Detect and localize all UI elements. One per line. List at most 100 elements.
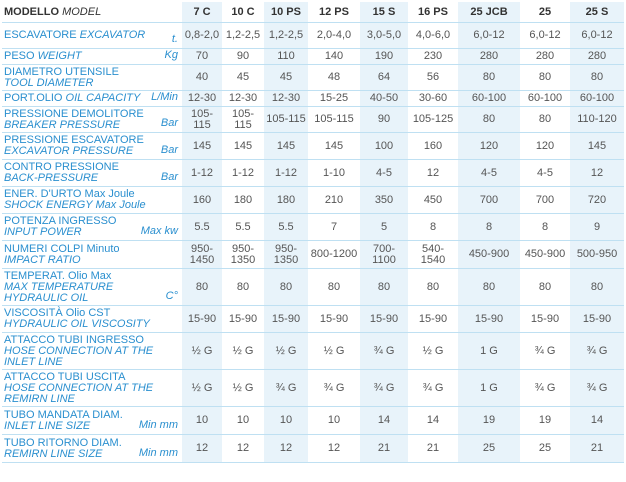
spec-value: 12 — [570, 159, 624, 187]
unit: L/Min — [151, 91, 178, 103]
label-line: INPUT POWER — [4, 227, 178, 238]
spec-value: 1,2-2,5 — [264, 22, 308, 49]
spec-row: VISCOSITÀ Olio CST HYDRAULIC OIL VISCOSIT… — [2, 305, 624, 333]
spec-value: 280 — [458, 48, 520, 65]
spec-value: 3,0-5,0 — [360, 22, 408, 49]
spec-value: ½ G — [408, 332, 458, 370]
label-en: INPUT POWER — [4, 226, 82, 238]
label-en: REMIRN LINE — [4, 392, 75, 405]
spec-value: 120 — [458, 132, 520, 160]
spec-row: TUBO MANDATA DIAM. INLET LINE SIZE Min mm 1… — [2, 406, 624, 435]
spec-value: 700 — [458, 186, 520, 214]
spec-value: 60-100 — [458, 90, 520, 107]
spec-value: 80 — [520, 268, 570, 306]
spec-row: POTENZA INGRESSO INPUT POWER Max kw 5.5 5.5 5… — [2, 213, 624, 241]
spec-value: 1-12 — [222, 159, 264, 187]
row-label: POTENZA INGRESSO INPUT POWER Max kw — [2, 213, 182, 241]
spec-value: 280 — [520, 48, 570, 65]
unit: Min mm — [138, 419, 178, 431]
label-it: VISCOSITÀ Olio CST — [4, 307, 111, 319]
spec-value: 145 — [182, 132, 222, 160]
spec-value: 15-90 — [408, 305, 458, 333]
unit: Max kw — [140, 225, 178, 237]
row-label: ATTACCO TUBI INGRESSO HOSE CONNECTION AT … — [2, 332, 182, 370]
spec-value: ½ G — [308, 332, 360, 370]
spec-value: 4-5 — [458, 159, 520, 187]
spec-value: 45 — [264, 64, 308, 91]
unit: C° — [165, 290, 178, 302]
spec-value: 100 — [360, 132, 408, 160]
model-name: 12 PS — [308, 2, 360, 23]
label-it: NUMERI COLPI Minuto — [4, 242, 120, 255]
spec-value: 15-90 — [360, 305, 408, 333]
spec-value: 15-90 — [264, 305, 308, 333]
row-label: PRESSIONE ESCAVATORE EXCAVATOR PRESSURE Ba… — [2, 132, 182, 160]
spec-value: 80 — [520, 106, 570, 133]
header-it: MODELLO — [4, 5, 59, 18]
spec-value: 540-1540 — [408, 240, 458, 269]
spec-value: 8 — [458, 213, 520, 241]
spec-row: PRESSIONE ESCAVATORE EXCAVATOR PRESSURE Ba… — [2, 132, 624, 160]
spec-value: 210 — [308, 186, 360, 214]
label-it: TEMPERAT. Olio Max — [4, 269, 112, 282]
unit: Bar — [160, 144, 178, 156]
model-name: 10 PS — [264, 2, 308, 23]
row-label: TEMPERAT. Olio Max MAX TEMPERATURE HYDRAUL… — [2, 268, 182, 306]
spec-value: 15-90 — [308, 305, 360, 333]
spec-value: 80 — [458, 106, 520, 133]
label-en: EXCAVATOR PRESSURE — [4, 145, 134, 157]
spec-value: 80 — [458, 64, 520, 91]
spec-value: 8 — [408, 213, 458, 241]
spec-value: 0,8-2,0 — [182, 22, 222, 49]
label-en: BACK-PRESSURE — [4, 172, 99, 184]
spec-value: 6,0-12 — [570, 22, 624, 49]
spec-value: 15-90 — [458, 305, 520, 333]
label-line: VISCOSITÀ Olio CST — [4, 308, 178, 319]
spec-value: 80 — [570, 268, 624, 306]
spec-value: 60-100 — [570, 90, 624, 107]
label-line: ENER. D'URTO Max Joule — [4, 189, 178, 200]
spec-value: 1 G — [458, 332, 520, 370]
spec-value: 5.5 — [264, 213, 308, 241]
spec-value: ¾ G — [264, 369, 308, 407]
label-en: INLET LINE — [4, 355, 63, 368]
spec-value: 105-115 — [222, 106, 264, 133]
spec-value: 90 — [222, 48, 264, 65]
spec-value: 105-115 — [308, 106, 360, 133]
spec-value: 105-125 — [408, 106, 458, 133]
spec-value: 5 — [360, 213, 408, 241]
spec-value: 14 — [360, 406, 408, 435]
label-line: TEMPERAT. Olio Max — [4, 269, 178, 282]
spec-row: PRESSIONE DEMOLITORE BREAKER PRESSURE Bar 1… — [2, 106, 624, 133]
spec-value: 110-120 — [570, 106, 624, 133]
spec-value: 720 — [570, 186, 624, 214]
label-line: PRESSIONE ESCAVATORE — [4, 135, 178, 146]
spec-value: 12 — [308, 434, 360, 463]
spec-value: 40 — [182, 64, 222, 91]
spec-value: ½ G — [222, 332, 264, 370]
label-line: PESO WEIGHT — [4, 51, 178, 62]
spec-value: 12 — [408, 159, 458, 187]
spec-value: 145 — [222, 132, 264, 160]
spec-value: 145 — [264, 132, 308, 160]
spec-row: ATTACCO TUBI INGRESSO HOSE CONNECTION AT … — [2, 332, 624, 370]
spec-value: 70 — [182, 48, 222, 65]
spec-value: 80 — [264, 268, 308, 306]
spec-value: 15-90 — [222, 305, 264, 333]
row-label: ENER. D'URTO Max Joule SHOCK ENERGY Max J… — [2, 186, 182, 214]
spec-value: 6,0-12 — [458, 22, 520, 49]
spec-value: 1-10 — [308, 159, 360, 187]
label-en: EXCAVATOR — [79, 29, 146, 41]
label-en: IMPACT RATIO — [4, 253, 81, 266]
label-en: HOSE CONNECTION AT THE — [4, 381, 154, 394]
header-label: MODELLO MODEL — [2, 2, 182, 23]
spec-value: 48 — [308, 64, 360, 91]
spec-value: 15-90 — [520, 305, 570, 333]
spec-value: 80 — [570, 64, 624, 91]
spec-value: 105-115 — [264, 106, 308, 133]
spec-value: 4-5 — [520, 159, 570, 187]
label-line: HYDRAULIC OIL VISCOSITY — [4, 319, 178, 330]
spec-value: 19 — [458, 406, 520, 435]
spec-value: 10 — [222, 406, 264, 435]
model-name: 15 S — [360, 2, 408, 23]
